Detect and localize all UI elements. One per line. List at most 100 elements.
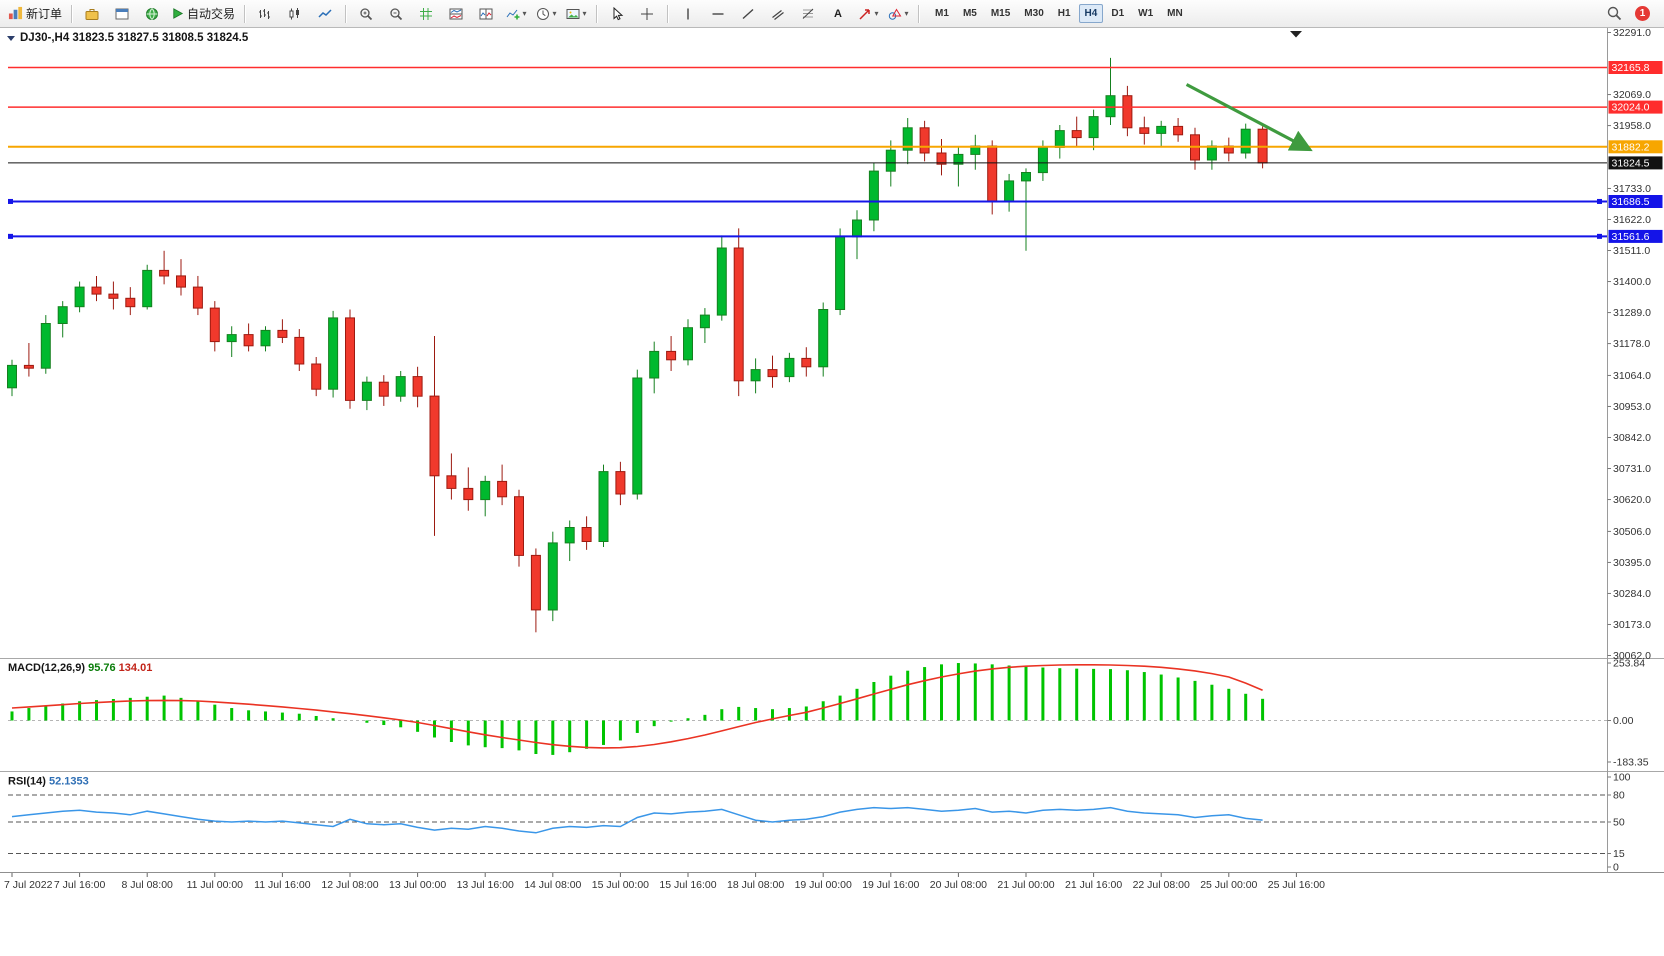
toolbox-button[interactable]	[77, 2, 107, 26]
price-axis-badge-label: 31824.5	[1612, 157, 1650, 169]
search-button[interactable]	[1599, 2, 1629, 26]
line-handle[interactable]	[8, 198, 13, 204]
template-button[interactable]: ▾	[561, 2, 591, 26]
fibonacci-tool[interactable]	[793, 2, 823, 26]
timeframe-m1[interactable]: M1	[935, 8, 949, 19]
chart-shift-marker[interactable]	[1290, 31, 1302, 38]
toolbar-separator	[667, 4, 669, 23]
price-levels	[8, 66, 1607, 239]
zoom-out-button[interactable]	[381, 2, 411, 26]
rsi-axis-tick: 80	[1613, 790, 1625, 802]
dropdown-caret-icon: ▾	[904, 8, 909, 18]
time-axis-label: 11 Jul 00:00	[187, 879, 244, 891]
candlestick-chart-icon	[288, 7, 302, 21]
timeframe-m30[interactable]: M30	[1024, 8, 1044, 19]
dropdown-caret-icon: ▾	[874, 8, 879, 18]
chart-window-icon	[115, 7, 129, 21]
time-axis-label: 13 Jul 16:00	[457, 879, 514, 891]
new-order-icon	[8, 6, 23, 21]
time-axis-label: 22 Jul 08:00	[1133, 879, 1190, 891]
price-axis-tick: 30953.0	[1613, 401, 1651, 413]
time-axis-label: 11 Jul 16:00	[254, 879, 311, 891]
bar-chart-icon	[258, 7, 272, 21]
cursor-button[interactable]	[602, 2, 632, 26]
price-axis-tick: 30620.0	[1613, 494, 1651, 506]
candlestick-chart-button[interactable]	[280, 2, 310, 26]
trend-arrow-annotation[interactable]	[1185, 83, 1313, 152]
arrows-tool[interactable]: ▾	[853, 2, 883, 26]
autotrading-play-icon	[171, 7, 184, 20]
cursor-icon	[610, 6, 624, 21]
indicator-windows-icon	[449, 7, 463, 21]
price-axis-badge-label: 31561.6	[1612, 231, 1650, 243]
chart-window-button[interactable]	[107, 2, 137, 26]
tile-windows-button[interactable]	[471, 2, 501, 26]
timeframe-m15[interactable]: M15	[990, 8, 1011, 19]
price-axis-badge	[1608, 229, 1663, 243]
price-axis-badge-label: 31686.5	[1612, 196, 1650, 208]
horizontal-line-tool[interactable]	[703, 2, 733, 26]
price-axis-tick: 30731.0	[1613, 463, 1651, 475]
price-axis-badge-label: 32024.0	[1612, 102, 1650, 114]
time-axis-label: 7 Jul 2022	[4, 879, 53, 891]
macd-axis-tick: 0.00	[1613, 715, 1634, 727]
time-axis-label: 14 Jul 08:00	[524, 879, 581, 891]
price-axis[interactable]: 32291.0 32069.0 31958.0 31733.0 31622.0 31511…	[1607, 27, 1663, 662]
community-button[interactable]	[137, 2, 167, 26]
channel-tool[interactable]	[763, 2, 793, 26]
zoom-out-icon	[389, 7, 403, 21]
timeframe-w1[interactable]: W1	[1138, 8, 1154, 19]
line-handle[interactable]	[1597, 198, 1602, 204]
line-handle[interactable]	[1597, 233, 1602, 239]
rsi-label: RSI(14) 52.1353	[8, 776, 89, 788]
macd-panel: MACD(12,26,9) 95.76 134.01 253.84 0.00 -183…	[8, 658, 1649, 769]
autotrading-button[interactable]: 自动交易	[167, 2, 239, 26]
price-axis-badge-label: 32165.8	[1612, 62, 1650, 74]
insert-indicator-button[interactable]: ▾	[501, 2, 531, 26]
fibonacci-icon	[801, 7, 815, 21]
arrow-tool-icon	[858, 7, 872, 21]
price-axis-tick: 30284.0	[1613, 588, 1651, 600]
rsi-axis-tick: 0	[1613, 862, 1619, 874]
line-chart-icon	[318, 7, 332, 21]
price-axis-tick: 31511.0	[1613, 245, 1650, 257]
crosshair-button[interactable]	[632, 2, 662, 26]
time-axis-label: 21 Jul 00:00	[997, 879, 1054, 891]
period-clock-button[interactable]: ▾	[531, 2, 561, 26]
zoom-in-button[interactable]	[351, 2, 381, 26]
timeframe-h4[interactable]: H4	[1078, 4, 1104, 23]
timeframe-m5[interactable]: M5	[962, 8, 977, 19]
crosshair-icon	[640, 7, 654, 21]
toolbar-separator	[918, 4, 920, 23]
price-axis-tick: 32291.0	[1613, 27, 1651, 39]
dropdown-caret-icon: ▾	[552, 8, 557, 18]
text-tool[interactable]: A	[823, 2, 853, 26]
timeframe-group: M1 M5 M15 M30 H1 H4 D1 W1 MN	[928, 4, 1190, 23]
indicator-windows-button[interactable]	[441, 2, 471, 26]
price-axis-tick: 31958.0	[1613, 120, 1651, 132]
rsi-axis-tick: 100	[1613, 772, 1631, 784]
toolbar-separator	[345, 4, 347, 23]
price-axis-tick: 32069.0	[1613, 89, 1651, 101]
notification-badge[interactable]: 1	[1635, 6, 1650, 21]
trendline-tool[interactable]	[733, 2, 763, 26]
time-axis-label: 8 Jul 08:00	[122, 879, 174, 891]
grid-button[interactable]	[411, 2, 441, 26]
new-order-button[interactable]: 新订单	[4, 2, 66, 26]
bar-chart-button[interactable]	[250, 2, 280, 26]
time-axis[interactable]: 7 Jul 2022 7 Jul 16:00 8 Jul 08:00 11 Jul 0…	[4, 873, 1325, 891]
time-axis-label: 18 Jul 08:00	[727, 879, 784, 891]
macd-signal-line	[11, 663, 1263, 749]
timeframe-h1[interactable]: H1	[1057, 8, 1071, 19]
line-chart-button[interactable]	[310, 2, 340, 26]
rsi-axis-tick: 15	[1613, 848, 1625, 860]
shapes-tool[interactable]: ▾	[883, 2, 913, 26]
rsi-axis-tick: 50	[1613, 817, 1625, 829]
timeframe-mn[interactable]: MN	[1167, 8, 1183, 19]
line-handle[interactable]	[8, 233, 13, 239]
vertical-line-tool[interactable]	[673, 2, 703, 26]
timeframe-d1[interactable]: D1	[1111, 8, 1125, 19]
toolbar-separator	[596, 4, 598, 23]
objects-collapse-icon[interactable]	[7, 36, 15, 41]
